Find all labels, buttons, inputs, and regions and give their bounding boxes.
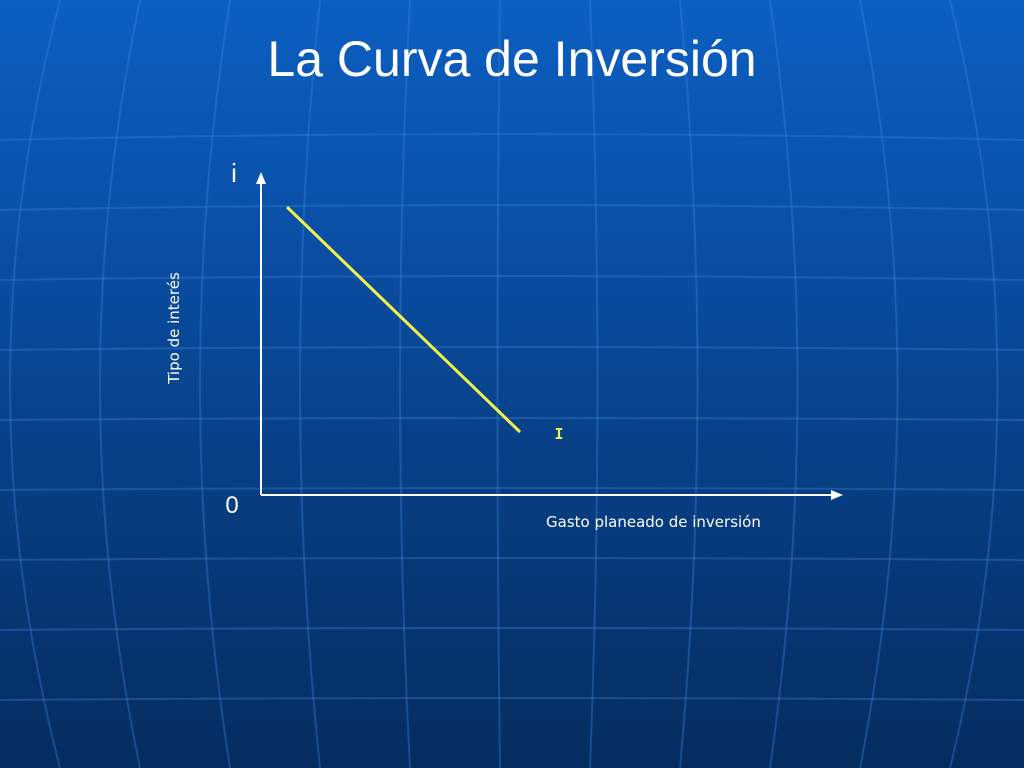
slide-title: La Curva de Inversión <box>267 31 757 87</box>
origin-label: 0 <box>225 492 238 519</box>
y-axis-label: Tipo de interés <box>165 272 183 385</box>
y-axis-symbol: i <box>231 158 237 188</box>
y-axis-arrowhead <box>256 172 266 184</box>
curve-label: I <box>554 425 563 443</box>
x-axis-label: Gasto planeado de inversión <box>546 513 761 531</box>
x-axis-arrowhead <box>831 490 843 500</box>
investment-curve <box>285 205 522 434</box>
